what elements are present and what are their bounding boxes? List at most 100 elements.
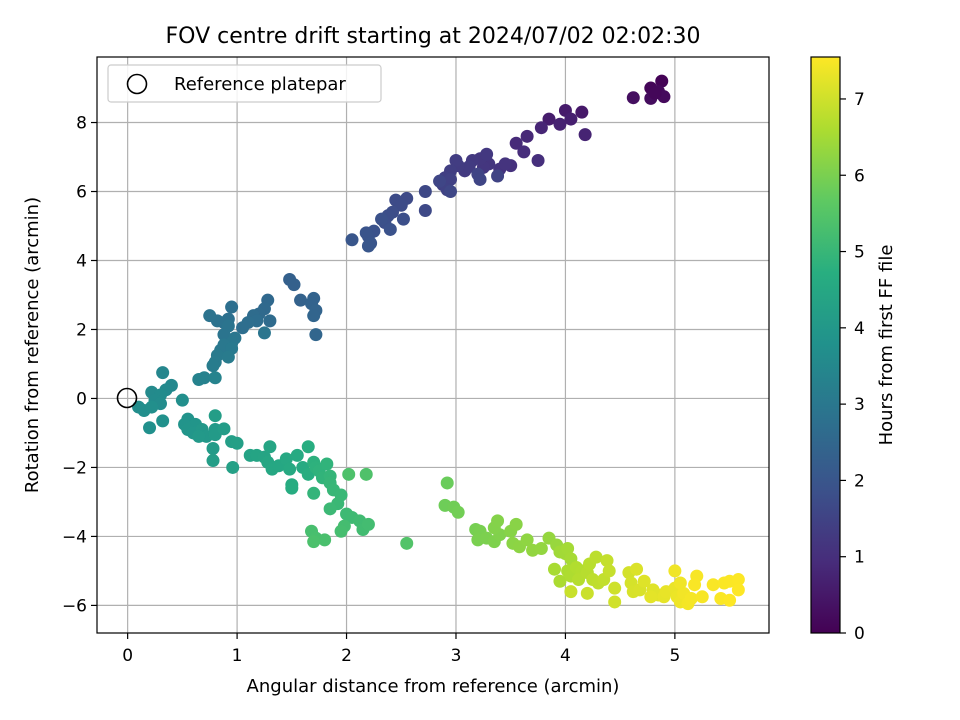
data-point xyxy=(542,112,556,126)
data-point xyxy=(383,222,397,236)
plot-frame xyxy=(96,56,770,634)
x-tick-label: 1 xyxy=(232,646,243,666)
data-point xyxy=(444,185,458,199)
data-point xyxy=(444,172,458,186)
data-point xyxy=(644,590,658,604)
data-point xyxy=(221,350,235,364)
data-point xyxy=(290,448,304,462)
x-axis-ticks: 0 1 2 3 4 5 xyxy=(122,633,680,666)
data-point xyxy=(440,476,454,490)
data-point xyxy=(608,581,622,595)
data-point xyxy=(509,136,523,150)
data-point xyxy=(433,174,447,188)
data-point xyxy=(575,105,589,119)
data-point xyxy=(396,212,410,226)
data-point xyxy=(589,550,603,564)
data-point xyxy=(602,564,616,578)
data-point xyxy=(731,583,745,597)
data-point xyxy=(473,172,487,186)
data-point xyxy=(241,316,255,330)
data-point xyxy=(498,157,512,171)
reference-marker xyxy=(116,387,138,409)
data-point xyxy=(400,536,414,550)
y-tick-label: −4 xyxy=(62,527,87,547)
x-tick-label: 2 xyxy=(341,646,352,666)
colorbar-tick-label: 3 xyxy=(854,395,865,415)
data-point xyxy=(294,293,308,307)
data-point xyxy=(175,393,189,407)
data-point xyxy=(580,586,594,600)
data-point xyxy=(217,328,231,342)
x-tick-label: 4 xyxy=(560,646,571,666)
legend-marker-icon xyxy=(126,73,148,95)
data-point xyxy=(203,309,217,323)
colorbar-tick-label: 1 xyxy=(854,548,865,568)
x-axis-label: Angular distance from reference (arcmin) xyxy=(247,676,620,697)
colorbar-ticks: 0 1 2 3 4 5 6 7 xyxy=(840,90,865,644)
colorbar-tick-label: 6 xyxy=(854,166,865,186)
data-point xyxy=(192,372,206,386)
data-point xyxy=(143,421,157,435)
data-point xyxy=(553,117,567,131)
data-point xyxy=(418,203,432,217)
colorbar-tick-label: 2 xyxy=(854,471,865,491)
data-point xyxy=(695,590,709,604)
data-point xyxy=(648,86,662,100)
data-point xyxy=(626,91,640,105)
data-point xyxy=(320,457,334,471)
data-point xyxy=(156,414,170,428)
data-point xyxy=(361,517,375,531)
data-point xyxy=(307,486,321,500)
data-point xyxy=(307,309,321,323)
x-tick-label: 5 xyxy=(669,646,680,666)
data-point xyxy=(630,562,644,576)
data-point xyxy=(564,112,578,126)
data-point xyxy=(688,578,702,592)
data-point xyxy=(668,564,682,578)
data-point xyxy=(359,467,373,481)
data-point xyxy=(608,595,622,609)
y-tick-label: 2 xyxy=(76,320,87,340)
grid-lines xyxy=(97,57,769,633)
y-tick-label: 6 xyxy=(76,183,87,203)
data-point xyxy=(517,145,531,159)
data-point xyxy=(531,153,545,167)
data-point xyxy=(334,524,348,538)
colorbar-tick-label: 7 xyxy=(854,90,865,110)
data-point xyxy=(600,554,614,568)
x-tick-label: 3 xyxy=(451,646,462,666)
chart-title: FOV centre drift starting at 2024/07/02 … xyxy=(166,24,701,49)
data-point xyxy=(491,514,505,528)
x-tick-label: 0 xyxy=(122,646,133,666)
data-point xyxy=(394,198,408,212)
colorbar: 0 1 2 3 4 5 6 7 Hours from first FF file xyxy=(810,56,897,644)
data-point xyxy=(206,359,220,373)
y-tick-label: 4 xyxy=(76,251,87,271)
data-point xyxy=(257,326,271,340)
legend-box xyxy=(107,64,382,103)
data-point xyxy=(342,467,356,481)
data-point xyxy=(301,440,315,454)
data-point xyxy=(208,371,222,385)
data-point xyxy=(706,578,720,592)
data-point xyxy=(578,128,592,142)
data-point xyxy=(345,233,359,247)
data-point xyxy=(723,593,737,607)
data-point xyxy=(225,300,239,314)
data-point xyxy=(684,592,698,606)
data-point xyxy=(480,147,494,161)
data-point xyxy=(359,226,373,240)
data-point xyxy=(418,185,432,199)
data-point xyxy=(318,533,332,547)
data-point xyxy=(206,441,220,455)
data-point xyxy=(375,212,389,226)
y-tick-label: −6 xyxy=(62,596,87,616)
data-point xyxy=(283,462,297,476)
data-point xyxy=(564,585,578,599)
data-point xyxy=(263,440,277,454)
legend-label: Reference platepar xyxy=(174,74,346,95)
data-point xyxy=(307,535,321,549)
data-point xyxy=(509,517,523,531)
data-point xyxy=(192,429,206,443)
